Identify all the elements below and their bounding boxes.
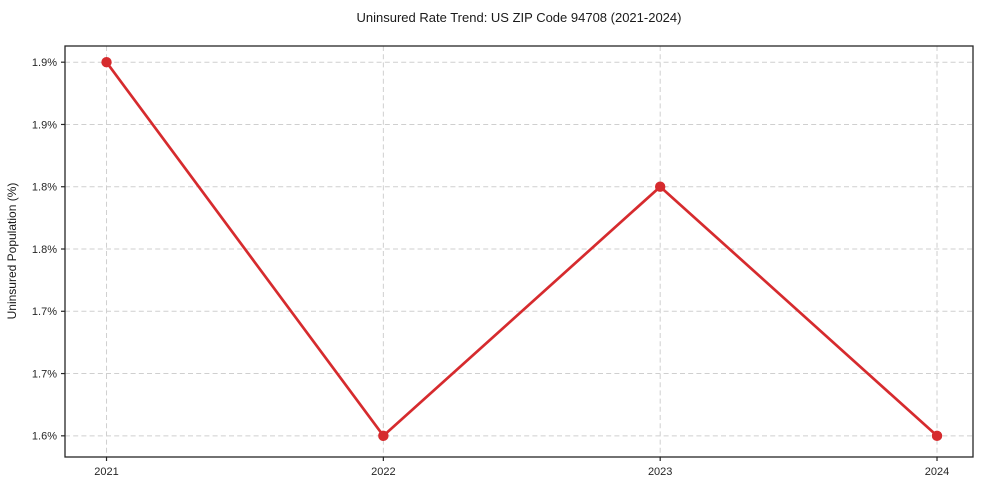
x-tick-label: 2021 (94, 466, 118, 478)
y-tick-label: 1.7% (32, 306, 57, 318)
y-tick-label: 1.8% (32, 244, 57, 256)
y-tick-label: 1.6% (32, 431, 57, 443)
x-tick-label: 2022 (371, 466, 395, 478)
data-point-marker (931, 430, 943, 442)
y-tick-label: 1.9% (32, 119, 57, 131)
y-tick-label: 1.9% (32, 57, 57, 69)
trend-line (105, 60, 939, 438)
plot-border (64, 45, 974, 458)
y-axis-label: Uninsured Population (%) (5, 183, 19, 320)
y-tick-label: 1.8% (32, 182, 57, 194)
data-point-marker (378, 430, 389, 442)
axis-ticks (61, 61, 938, 461)
x-tick-label: 2024 (925, 466, 949, 478)
data-series (101, 56, 943, 442)
y-tick-label: 1.7% (32, 368, 57, 380)
data-point-marker (654, 181, 666, 192)
data-point-marker (101, 56, 112, 68)
chart-title: Uninsured Rate Trend: US ZIP Code 94708 … (357, 10, 682, 25)
tick-labels: 1.6% 1.7% 1.7% 1.8% 1.8% 1.9% 1.9% 2021 2022 2023… (32, 57, 949, 478)
gridlines (65, 46, 973, 457)
x-tick-label: 2023 (648, 466, 672, 478)
